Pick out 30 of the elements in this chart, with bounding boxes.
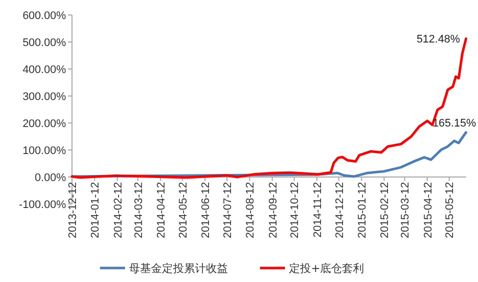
- x-tick-label: 2014-04-12: [155, 182, 168, 238]
- annotation: 165.15%: [432, 117, 476, 130]
- x-tick-label: 2014-07-12: [222, 182, 234, 238]
- legend-label: 母基金定投累计收益: [129, 262, 228, 275]
- x-tick-label: 2015-01-12: [356, 182, 368, 238]
- x-tick-label: 2014-12-12: [334, 182, 346, 238]
- x-tick-label: 2014-02-12: [112, 182, 124, 238]
- x-tick-label: 2014-01-12: [90, 182, 102, 238]
- y-tick-label: 300.00%: [22, 91, 66, 103]
- x-tick-label: 2014-03-12: [132, 182, 145, 238]
- y-tick-label: 0.00%: [34, 172, 66, 184]
- y-tick-label: 400.00%: [22, 64, 66, 76]
- y-tick-label: 100.00%: [22, 145, 66, 157]
- x-tick-label: 2015-02-12: [379, 182, 392, 238]
- annotation: 512.48%: [416, 34, 460, 46]
- x-tick-label: 2013-12-12: [67, 182, 79, 238]
- x-tick-label: 2014-08-12: [244, 182, 257, 238]
- y-tick-label: 600.00%: [22, 10, 66, 22]
- legend-label: 定投+底仓套利: [289, 262, 364, 275]
- x-tick-label: 2014-05-12: [177, 182, 190, 238]
- x-tick-label: 2014-10-12: [289, 182, 302, 238]
- y-tick-label: -100.00%: [18, 199, 66, 211]
- y-tick-label: 200.00%: [22, 118, 66, 130]
- y-tick-label: 500.00%: [22, 37, 66, 49]
- x-tick-label: 2014-06-12: [200, 182, 212, 238]
- x-tick-label: 2015-03-12: [400, 182, 412, 238]
- x-tick-label: 2014-09-12: [267, 182, 280, 238]
- x-tick-label: 2015-04-12: [422, 182, 434, 238]
- x-tick-label: 2014-11-12: [312, 182, 324, 238]
- x-tick-label: 2015-05-12: [444, 182, 456, 238]
